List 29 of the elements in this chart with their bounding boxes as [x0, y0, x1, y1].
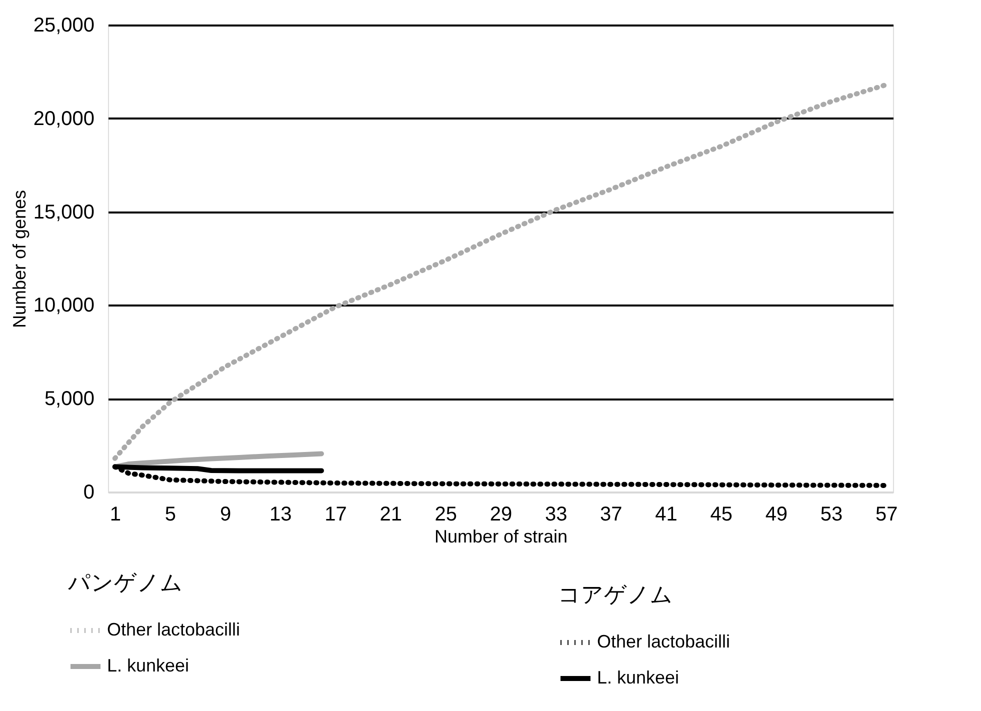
legend-label: L. kunkeei	[597, 668, 680, 688]
x-tick-label: 5	[164, 504, 176, 526]
y-tick-label: 5,000	[44, 388, 94, 410]
y-tick-label: 25,000	[33, 14, 94, 36]
x-tick-label: 37	[600, 504, 622, 526]
y-tick-label: 15,000	[33, 201, 94, 224]
legend-label: Other lactobacilli	[597, 632, 730, 652]
x-tick-label: 9	[220, 504, 232, 526]
text: コアゲノム	[558, 582, 673, 607]
x-tick-label: 53	[820, 504, 843, 526]
y-tick-label: 20,000	[33, 108, 94, 130]
x-tick-label: 1	[110, 504, 121, 526]
x-axis-title: Number of strain	[434, 526, 568, 546]
x-tick-label: 17	[324, 504, 347, 526]
x-tick-label: 57	[875, 504, 898, 526]
x-tick-label: 41	[655, 504, 678, 526]
x-tick-label: 49	[765, 504, 788, 526]
legend-label: L. kunkeei	[107, 656, 190, 676]
text: パンゲノム	[68, 570, 183, 595]
x-tick-label: 13	[270, 504, 292, 526]
x-tick-label: 33	[544, 504, 568, 526]
x-tick-label: 21	[380, 504, 402, 526]
y-axis-title: Number of genes	[9, 190, 30, 328]
y-tick-label: 0	[83, 482, 94, 504]
legend-label: Other lactobacilli	[107, 620, 240, 640]
x-tick-label: 29	[490, 504, 512, 526]
x-tick-label: 25	[434, 504, 458, 526]
y-tick-label: 10,000	[33, 294, 94, 317]
x-tick-label: 45	[710, 504, 732, 526]
